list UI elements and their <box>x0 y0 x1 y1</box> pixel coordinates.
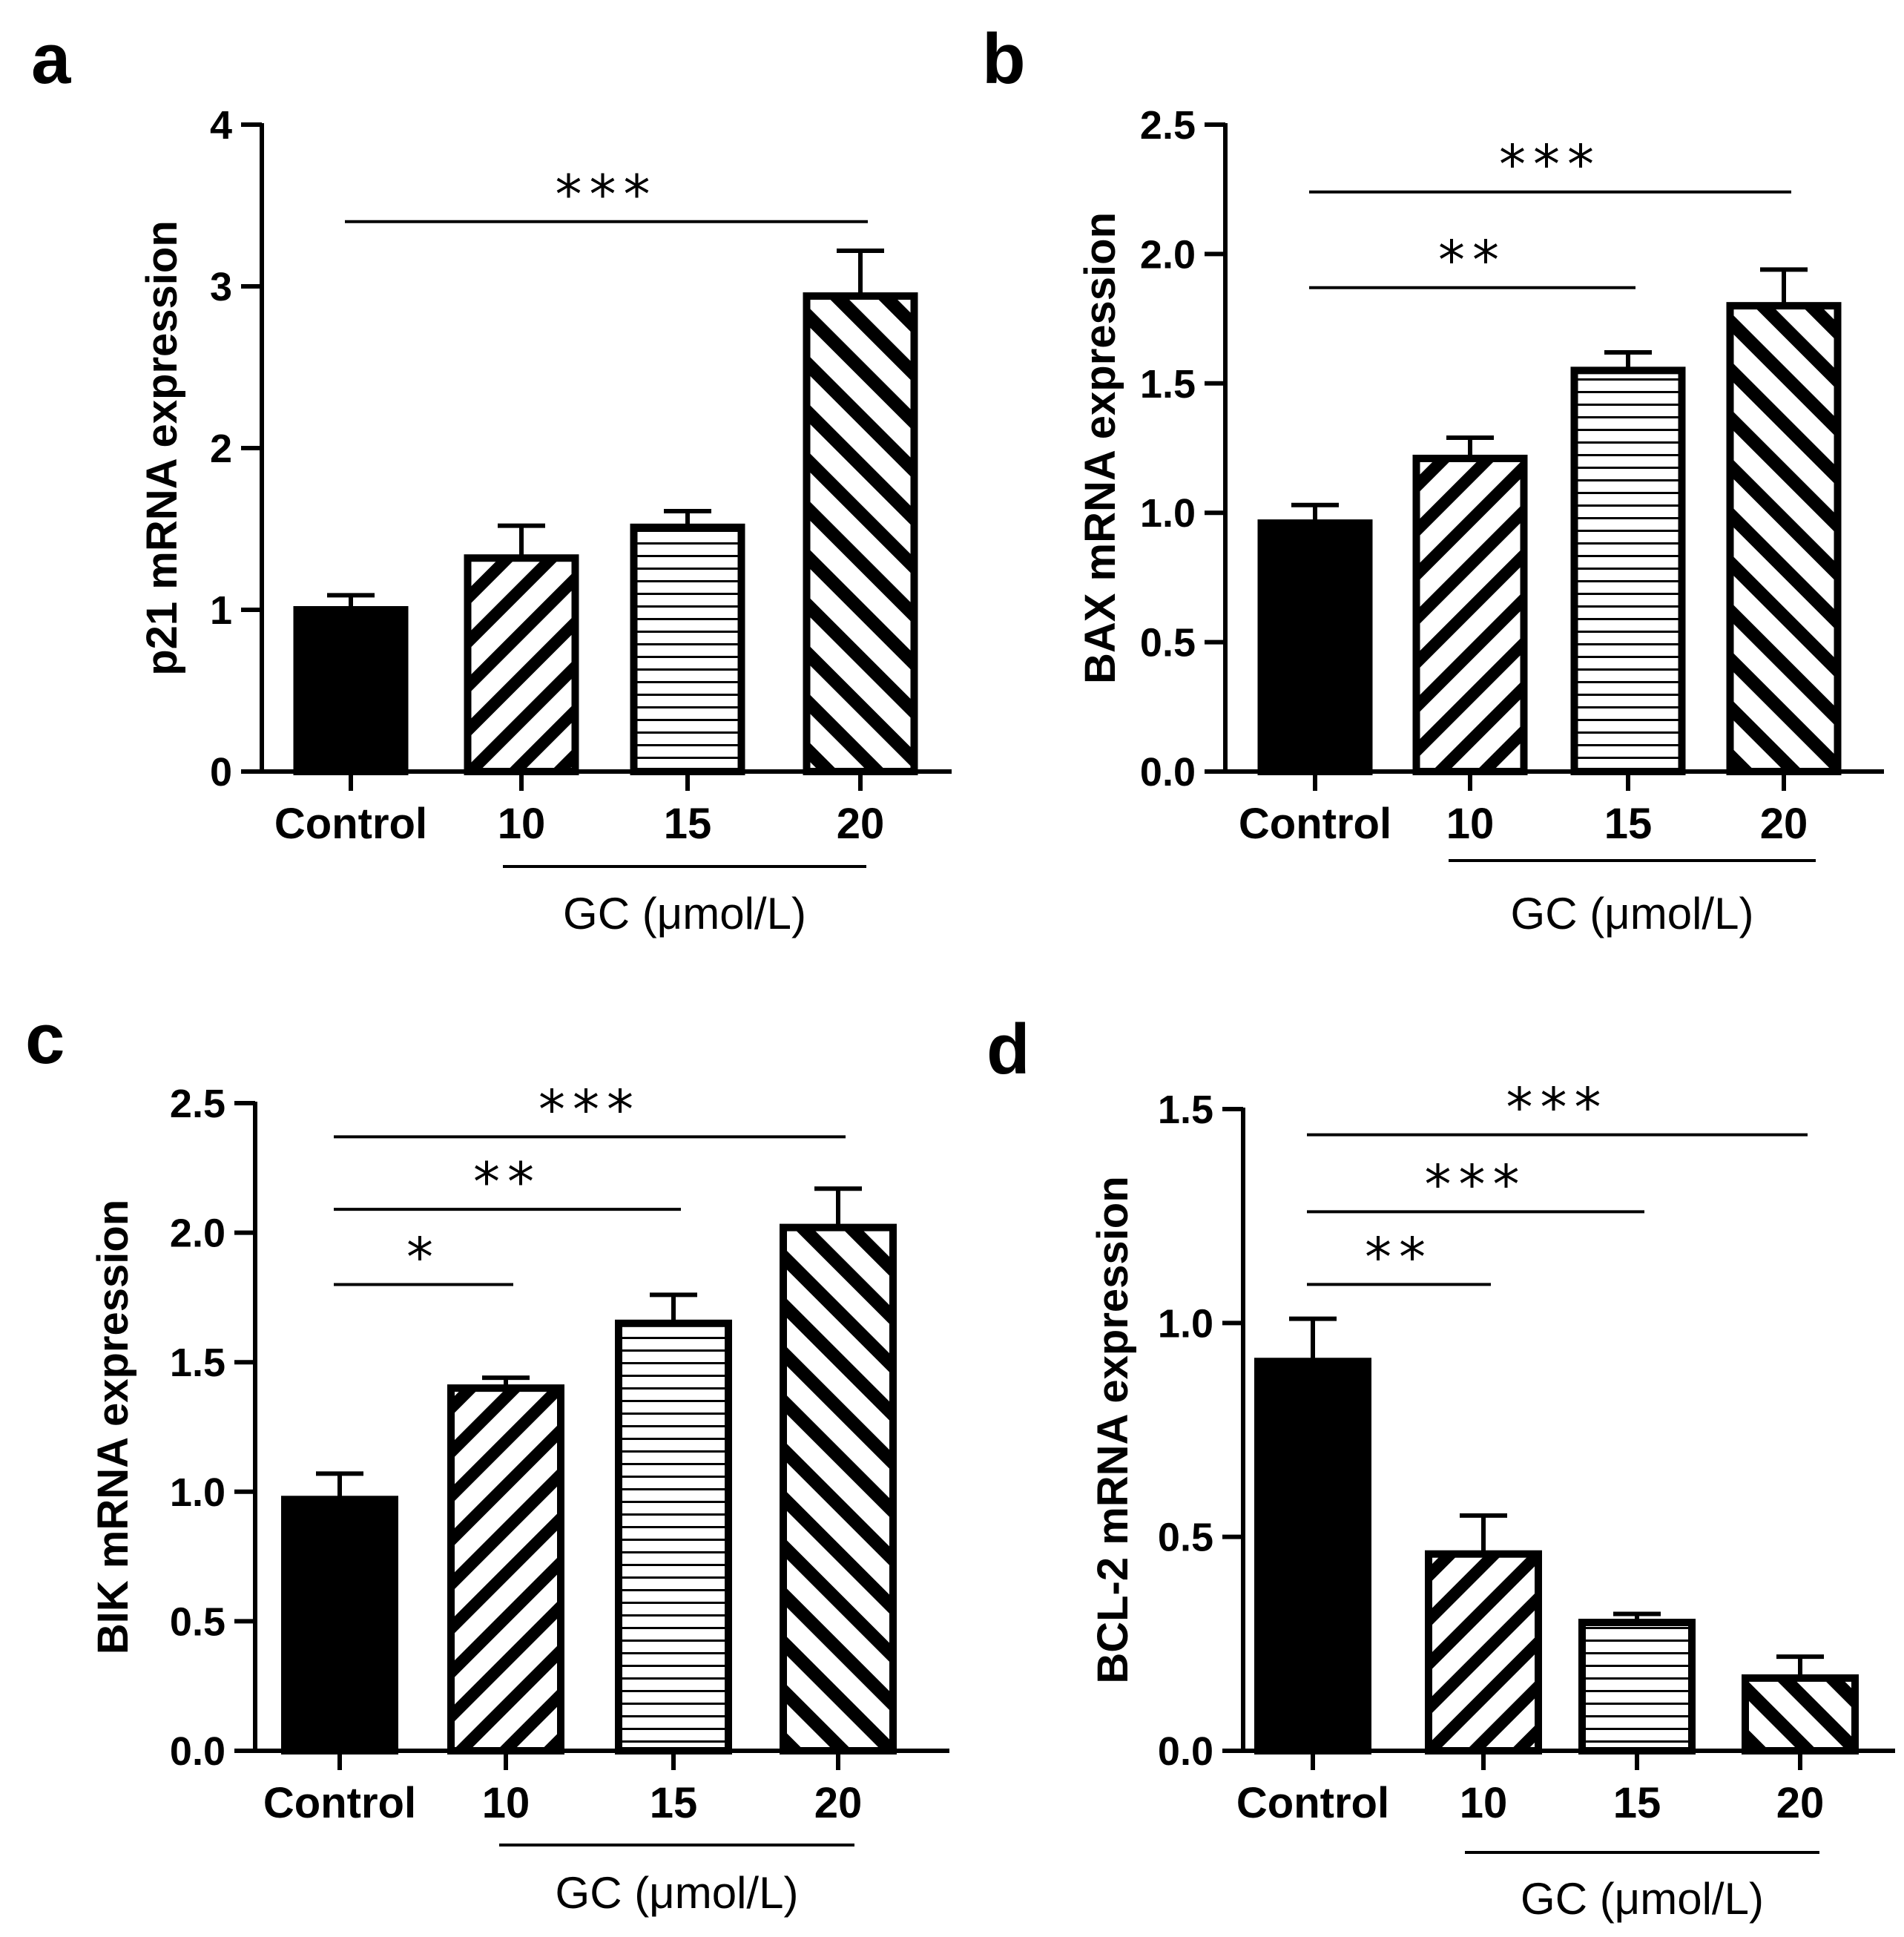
y-tick-label: 1 <box>210 588 232 633</box>
bar-control <box>281 1496 398 1755</box>
y-tick-label: 1.0 <box>1158 1301 1213 1346</box>
bar-20 <box>1742 1674 1859 1755</box>
significance-label: ** <box>1365 1226 1433 1288</box>
y-tick-label: 1.0 <box>1140 491 1196 536</box>
y-tick-label: 1.0 <box>170 1470 225 1515</box>
bar-20 <box>1726 302 1842 776</box>
significance-label: ** <box>473 1151 541 1213</box>
y-tick-label: 0 <box>210 750 232 795</box>
bar-20 <box>803 292 918 775</box>
panel-d: d BCL-2 mRNA expression 0.0 0.5 1.0 1.5 Contro… <box>986 1010 1895 1924</box>
group-label: GC (μmol/L) <box>1511 889 1754 938</box>
significance-label: *** <box>538 1078 641 1140</box>
y-tick-label: 0.5 <box>1158 1516 1213 1560</box>
x-tick-label: Control <box>1236 1779 1389 1827</box>
group-label: GC (μmol/L) <box>556 1868 799 1918</box>
significance-label: *** <box>1425 1153 1527 1215</box>
x-tick-label: 15 <box>664 800 712 848</box>
x-tick-label: 20 <box>1776 1779 1825 1827</box>
y-tick-label: 0.5 <box>1140 621 1196 665</box>
x-tick-label: 20 <box>1760 800 1808 848</box>
y-tick-label: 2.5 <box>1140 103 1196 148</box>
x-tick-label: Control <box>1239 800 1391 848</box>
x-tick-label: 15 <box>650 1779 698 1827</box>
panel-letter: c <box>25 999 65 1079</box>
significance-label: *** <box>1499 134 1601 196</box>
y-tick-label: 1.5 <box>170 1341 225 1385</box>
panel-letter: b <box>982 19 1026 99</box>
bar-control <box>1254 1358 1371 1755</box>
significance-label: *** <box>556 163 658 226</box>
bar-15 <box>630 523 745 775</box>
bar-control <box>1257 519 1373 775</box>
y-tick-label: 0.5 <box>170 1599 225 1644</box>
y-tick-label: 4 <box>210 103 232 148</box>
significance-label: *** <box>1506 1076 1609 1139</box>
y-tick-label: 2.0 <box>170 1211 225 1256</box>
x-tick-label: 10 <box>1460 1779 1508 1827</box>
x-tick-label: 10 <box>498 800 546 848</box>
bar-10 <box>1425 1550 1542 1755</box>
x-tick-label: 20 <box>814 1779 863 1827</box>
bar-15 <box>1578 1619 1696 1755</box>
panel-letter: d <box>986 1010 1030 1089</box>
panel-a: a p21 mRNA expression 0 1 2 3 4 Control 10 15 20 GC… <box>31 19 952 938</box>
panel-b: b BAX mRNA expression 0.0 0.5 1.0 1.5 2.0 2.5 Co… <box>982 19 1884 938</box>
x-tick-label: 15 <box>1604 800 1653 848</box>
y-tick-label: 0.0 <box>170 1729 225 1774</box>
y-tick-label: 3 <box>210 265 232 309</box>
bar-10 <box>464 554 579 775</box>
significance-label: ** <box>1438 229 1506 292</box>
bar-15 <box>1570 366 1686 775</box>
bar-10 <box>447 1384 564 1755</box>
x-tick-label: 10 <box>1446 800 1495 848</box>
y-tick-label: 2.5 <box>170 1082 225 1126</box>
y-tick-label: 0.0 <box>1140 750 1196 795</box>
y-axis-label: BCL-2 mRNA expression <box>1089 1176 1137 1683</box>
bar-control <box>293 606 409 775</box>
bar-10 <box>1412 454 1528 776</box>
y-tick-label: 0.0 <box>1158 1729 1213 1774</box>
significance-label: * <box>406 1226 441 1288</box>
y-axis-label: BIK mRNA expression <box>89 1200 137 1654</box>
x-tick-label: 15 <box>1613 1779 1661 1827</box>
x-tick-label: Control <box>263 1779 416 1827</box>
panel-c: c BIK mRNA expression 0.0 0.5 1.0 1.5 2.0 2.5 Co… <box>25 999 949 1918</box>
panel-letter: a <box>31 19 71 99</box>
y-tick-label: 2.0 <box>1140 232 1196 277</box>
group-label: GC (μmol/L) <box>563 889 806 938</box>
y-tick-label: 1.5 <box>1140 362 1196 407</box>
x-tick-label: 20 <box>837 800 885 848</box>
bar-20 <box>780 1223 897 1755</box>
bar-15 <box>615 1319 732 1755</box>
y-axis-label: BAX mRNA expression <box>1076 212 1124 684</box>
y-axis-label: p21 mRNA expression <box>138 220 186 676</box>
y-tick-label: 1.5 <box>1158 1088 1213 1132</box>
x-tick-label: 10 <box>482 1779 530 1827</box>
x-tick-label: Control <box>274 800 427 848</box>
y-tick-label: 2 <box>210 427 232 471</box>
group-label: GC (μmol/L) <box>1521 1874 1764 1924</box>
